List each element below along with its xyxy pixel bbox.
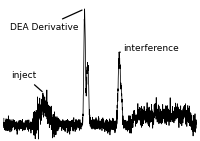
Text: inject: inject [12,71,42,92]
Text: interference: interference [119,44,179,53]
Text: DEA Derivative: DEA Derivative [10,10,82,32]
